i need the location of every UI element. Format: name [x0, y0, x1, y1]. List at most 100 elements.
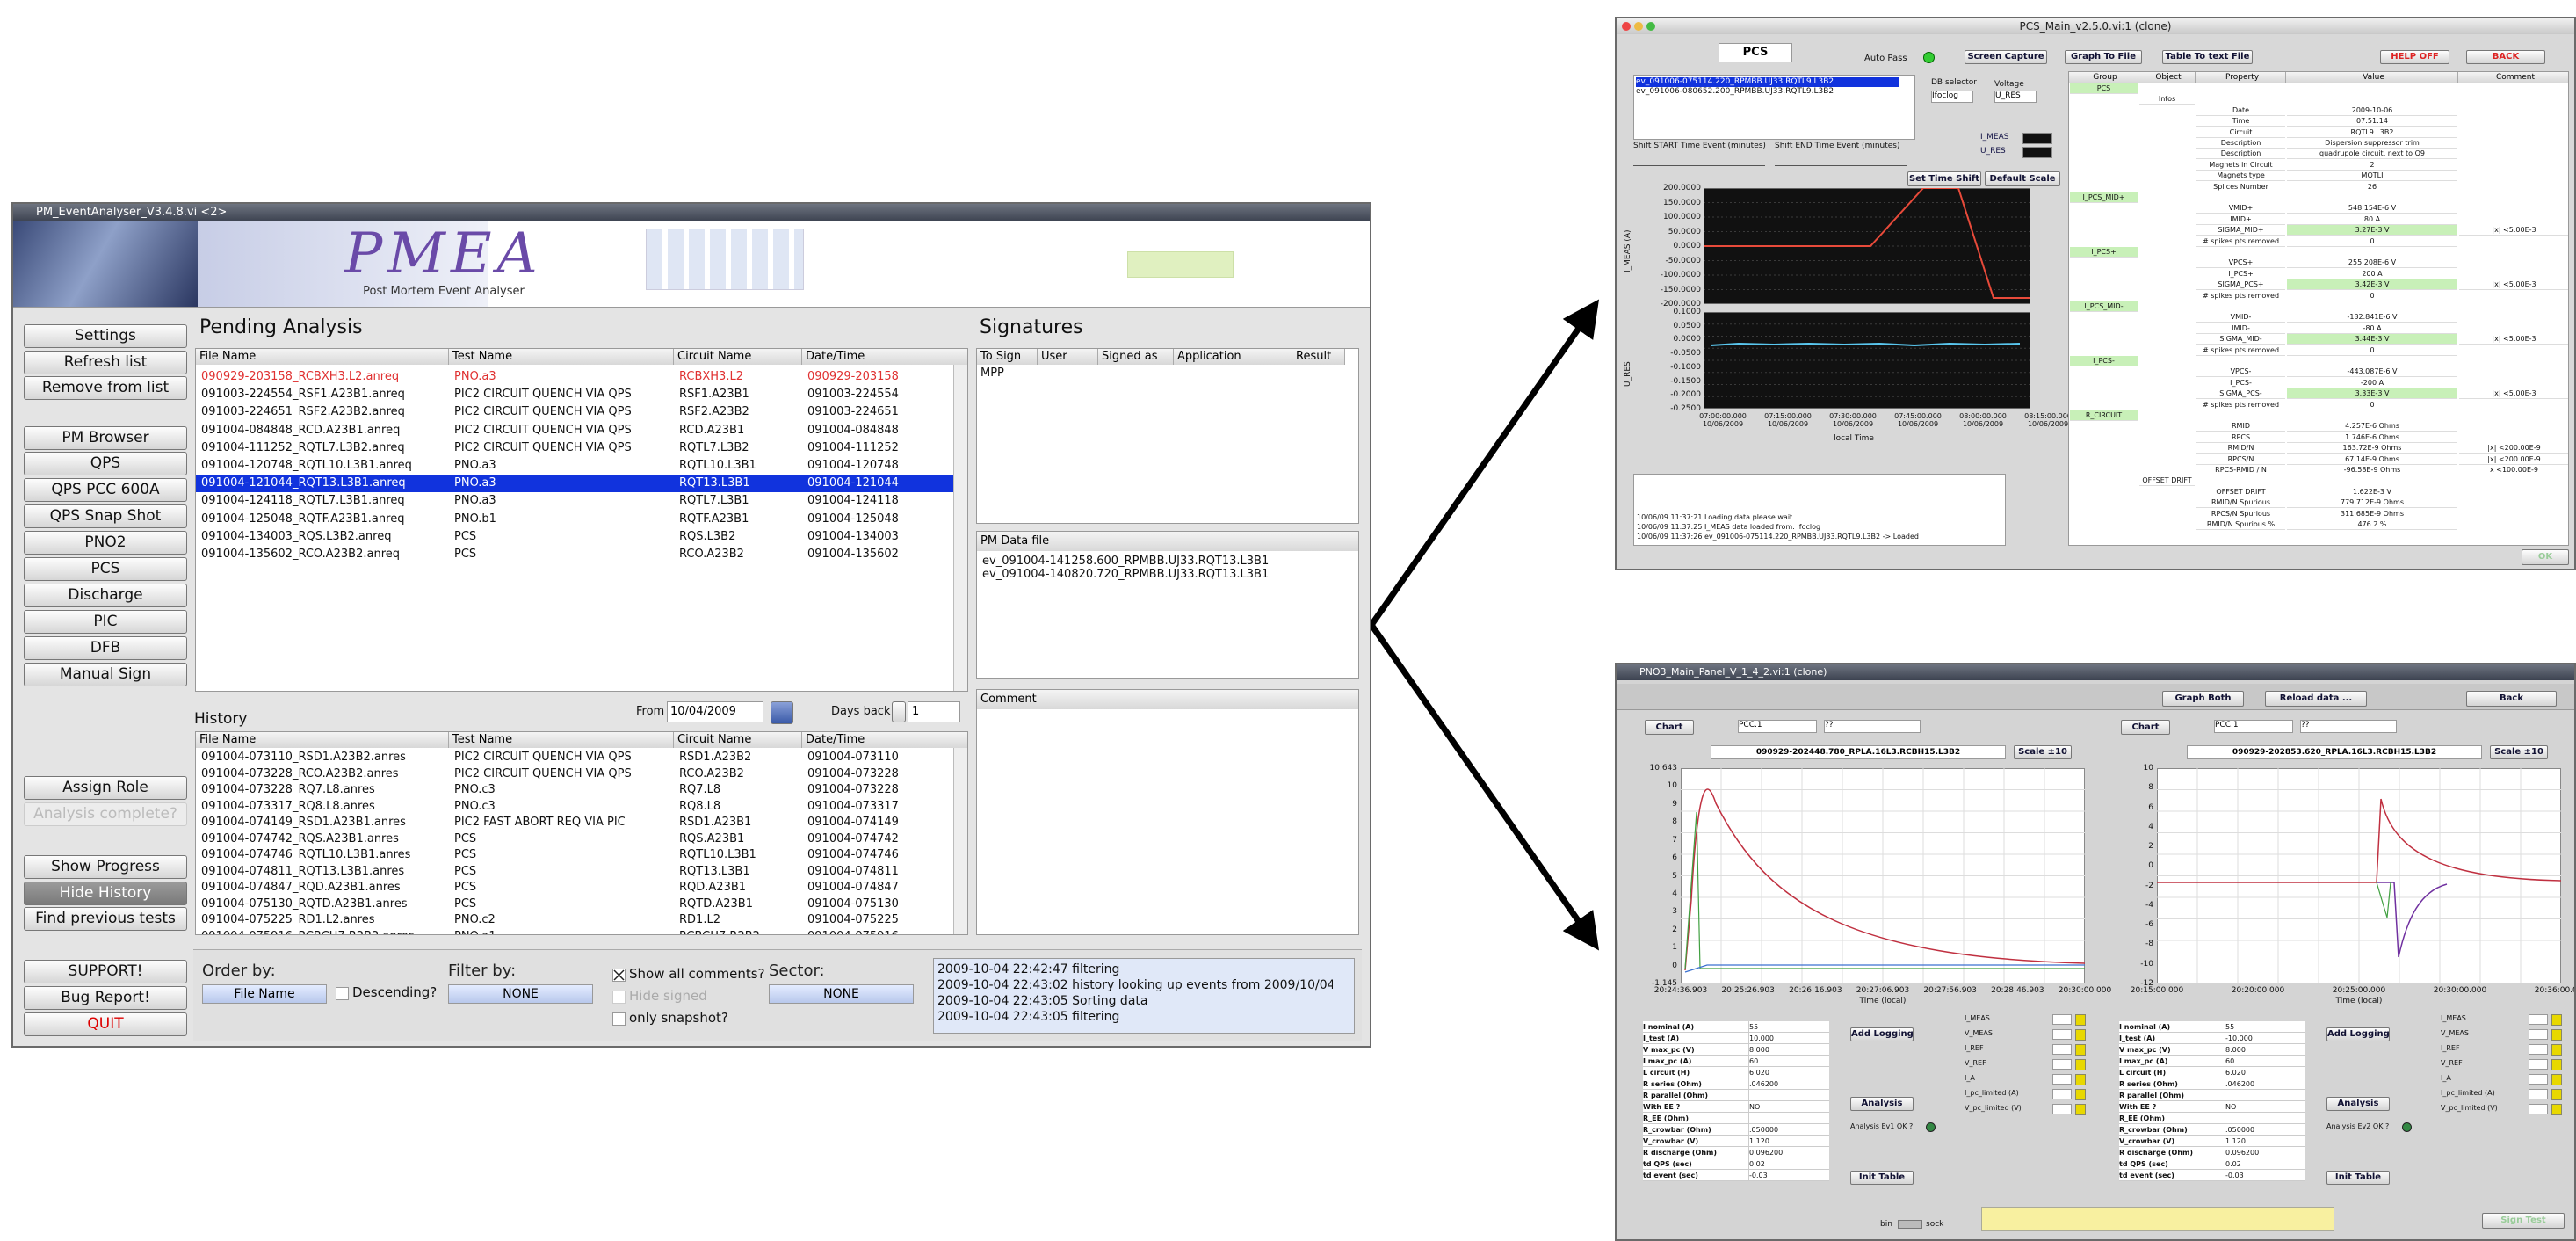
button[interactable]: Analysis	[2326, 1097, 2390, 1111]
signal-toggle[interactable]	[2075, 1089, 2086, 1100]
side-button[interactable]: Hide History	[24, 882, 187, 905]
param-value[interactable]: -10.000	[2225, 1033, 2305, 1044]
side-button[interactable]: PIC	[24, 610, 187, 634]
side-button[interactable]: QUIT	[24, 1012, 187, 1036]
signal-toggle[interactable]	[2551, 1104, 2562, 1115]
dropdown[interactable]: U_RES	[1994, 91, 2037, 103]
dropdown[interactable]: NONE	[769, 984, 914, 1004]
param-value[interactable]: 8.000	[2225, 1044, 2305, 1056]
button[interactable]: Back	[2466, 691, 2557, 707]
signal-toggle[interactable]	[2075, 1059, 2086, 1070]
param-value[interactable]: .050000	[1748, 1124, 1829, 1136]
button[interactable]: Graph To File	[2065, 50, 2142, 64]
param-value[interactable]: .046200	[2225, 1078, 2305, 1090]
param-value[interactable]: 6.020	[2225, 1067, 2305, 1078]
signal-toggle[interactable]	[2075, 1104, 2086, 1115]
window-control[interactable]	[1622, 22, 1631, 31]
button[interactable]: Analysis	[1850, 1097, 1914, 1111]
button[interactable]: Scale ±10	[2014, 745, 2072, 759]
button[interactable]: Graph Both	[2162, 691, 2244, 707]
side-button[interactable]: SUPPORT!	[24, 960, 187, 983]
signal-toggle[interactable]	[2551, 1029, 2562, 1041]
window-control[interactable]	[1646, 22, 1655, 31]
param-value[interactable]: .050000	[2225, 1124, 2305, 1136]
param-value[interactable]: 55	[2225, 1021, 2305, 1033]
param-value[interactable]: 8.000	[1748, 1044, 1829, 1056]
param-value[interactable]: 60	[2225, 1056, 2305, 1067]
side-button[interactable]: Assign Role	[24, 776, 187, 800]
param-value[interactable]: NO	[1748, 1101, 1829, 1113]
side-button[interactable]: QPS PCC 600A	[24, 478, 187, 502]
side-button[interactable]: PCS	[24, 557, 187, 581]
dropdown[interactable]: NONE	[448, 984, 593, 1004]
button[interactable]: HELP OFF	[2380, 50, 2449, 64]
signal-toggle[interactable]	[2075, 1014, 2086, 1026]
signal-toggle[interactable]	[2551, 1059, 2562, 1070]
param-value[interactable]: 0.096200	[1748, 1147, 1829, 1158]
dropdown[interactable]: Ifoclog	[1931, 91, 1973, 103]
param-value[interactable]: 55	[1748, 1021, 1829, 1033]
param-value[interactable]: 1.120	[2225, 1136, 2305, 1147]
button[interactable]: Sign Test	[2482, 1213, 2565, 1229]
button[interactable]: Chart	[2121, 720, 2170, 735]
spinner[interactable]	[892, 701, 906, 722]
list-item[interactable]: ev_091006-080652.200_RPMBB.UJ33.RQTL9.L3…	[1636, 87, 1899, 97]
param-value[interactable]	[1748, 1090, 1829, 1101]
side-button[interactable]: QPS	[24, 452, 187, 475]
signal-toggle[interactable]	[2551, 1014, 2562, 1026]
dropdown[interactable]: Reload data ...	[2265, 691, 2367, 707]
tab[interactable]: PCS	[1719, 43, 1792, 62]
window-control[interactable]	[1634, 22, 1643, 31]
param-value[interactable]: 10.000	[1748, 1033, 1829, 1044]
signal-toggle[interactable]	[2075, 1044, 2086, 1056]
side-button[interactable]: DFB	[24, 636, 187, 660]
button[interactable]: Add Logging	[1850, 1027, 1914, 1041]
side-button[interactable]: Bug Report!	[24, 986, 187, 1010]
button[interactable]: BACK	[2466, 50, 2545, 64]
param-value[interactable]	[2225, 1113, 2305, 1124]
button[interactable]: Set Time Shift	[1907, 171, 1981, 186]
switch[interactable]	[1898, 1220, 1922, 1229]
button[interactable]: Chart	[1645, 720, 1694, 735]
param-value[interactable]	[2225, 1090, 2305, 1101]
dropdown[interactable]: File Name	[202, 984, 327, 1004]
param-value[interactable]: -0.03	[1748, 1170, 1829, 1181]
button[interactable]: OK	[2522, 549, 2569, 565]
param-value[interactable]: .046200	[1748, 1078, 1829, 1090]
side-button[interactable]: Refresh list	[24, 351, 187, 374]
side-button[interactable]: Show Progress	[24, 855, 187, 879]
param-value[interactable]: 60	[1748, 1056, 1829, 1067]
side-button[interactable]: PNO2	[24, 531, 187, 555]
side-button[interactable]: Discharge	[24, 584, 187, 607]
button[interactable]: Scale ±10	[2490, 745, 2548, 759]
checkbox[interactable]	[336, 987, 349, 1000]
side-button[interactable]: Find previous tests	[24, 907, 187, 931]
param-value[interactable]: 0.096200	[2225, 1147, 2305, 1158]
side-button[interactable]: Settings	[24, 324, 187, 348]
param-value[interactable]: 6.020	[1748, 1067, 1829, 1078]
side-button[interactable]: PM Browser	[24, 426, 187, 450]
param-value[interactable]: 0.02	[2225, 1158, 2305, 1170]
signal-toggle[interactable]	[2075, 1074, 2086, 1085]
button[interactable]: Table To text File	[2162, 50, 2253, 64]
param-value[interactable]: NO	[2225, 1101, 2305, 1113]
side-button[interactable]: Remove from list	[24, 376, 187, 400]
calendar-button[interactable]	[771, 701, 793, 724]
list-item[interactable]: ev_091006-075114.220_RPMBB.UJ33.RQTL9.L3…	[1636, 77, 1899, 87]
param-value[interactable]: 0.02	[1748, 1158, 1829, 1170]
signal-toggle[interactable]	[2551, 1089, 2562, 1100]
button[interactable]: Init Table	[1850, 1171, 1914, 1185]
param-value[interactable]: -0.03	[2225, 1170, 2305, 1181]
button[interactable]: Default Scale	[1985, 171, 2060, 186]
signal-toggle[interactable]	[2551, 1074, 2562, 1085]
signal-toggle[interactable]	[2551, 1044, 2562, 1056]
side-button[interactable]: Manual Sign	[24, 663, 187, 686]
date-field[interactable]: 10/04/2009	[667, 701, 763, 722]
button[interactable]: Init Table	[2326, 1171, 2390, 1185]
param-value[interactable]	[1748, 1113, 1829, 1124]
side-button[interactable]: QPS Snap Shot	[24, 504, 187, 528]
button[interactable]: Screen Capture	[1965, 50, 2047, 64]
number-field[interactable]: 1	[908, 701, 960, 722]
checkbox[interactable]	[612, 1012, 626, 1026]
param-value[interactable]: 1.120	[1748, 1136, 1829, 1147]
